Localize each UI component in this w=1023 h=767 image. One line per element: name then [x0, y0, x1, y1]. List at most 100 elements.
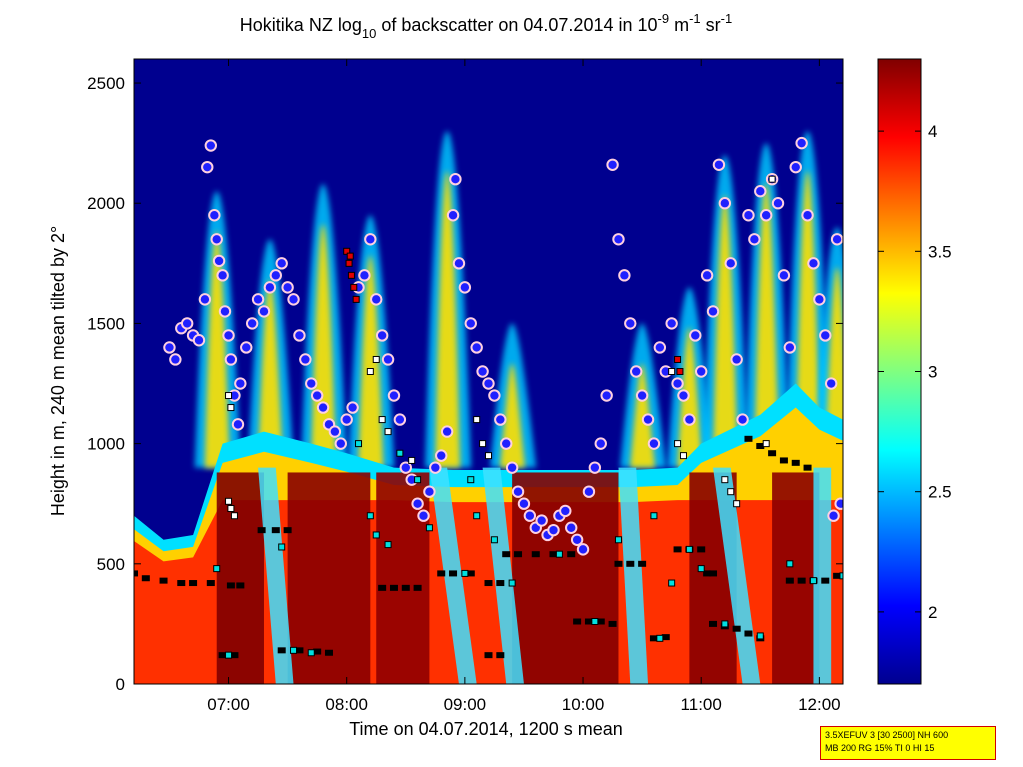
cyan-marker [372, 531, 380, 539]
cloud-point [287, 293, 300, 306]
cyan-marker [490, 536, 498, 544]
white-marker [721, 476, 729, 484]
cloud-base-marker [791, 459, 800, 466]
cloud-base-marker [236, 582, 245, 589]
cloud-point [435, 449, 448, 462]
white-marker [727, 488, 735, 496]
cloud-base-marker [673, 546, 682, 553]
settings-info-box: 3.5XEFUV 3 [30 2500] NH 600 MB 200 RG 15… [820, 726, 996, 760]
cloud-base-marker [283, 527, 292, 534]
cloud-point [795, 136, 808, 150]
cyan-marker [467, 476, 475, 484]
x-tick-label: 07:00 [207, 695, 250, 714]
cloud-base-marker [277, 647, 286, 654]
cyan-marker [307, 649, 315, 657]
cloud-point [706, 305, 720, 318]
cloud-base-marker [756, 443, 765, 450]
red-marker [676, 368, 684, 375]
cloud-point [834, 497, 843, 510]
cloud-base-marker [626, 560, 635, 567]
cloud-point [505, 461, 519, 474]
cloud-point [777, 269, 791, 282]
cloud-point [695, 365, 708, 378]
cloud-base-marker [437, 570, 446, 577]
cloud-point [334, 437, 347, 450]
cyan-marker [278, 543, 286, 551]
red-marker [346, 252, 354, 260]
cloud-point [370, 293, 383, 306]
cloud-point [299, 353, 312, 366]
cloud-point [830, 233, 843, 246]
cyan-marker [355, 440, 363, 448]
cloud-base-marker [514, 551, 523, 558]
cloud-base-marker [785, 577, 794, 584]
cloud-point [535, 514, 548, 527]
plume-inner [677, 327, 703, 468]
y-tick-label: 500 [97, 555, 125, 574]
cyan-marker [366, 512, 374, 520]
cloud-point [399, 461, 412, 474]
cloud-point [588, 461, 602, 474]
cloud-base-marker [484, 580, 493, 587]
red-marker [350, 283, 358, 291]
cloud-point [393, 413, 407, 426]
cloud-base-marker [218, 652, 227, 659]
cloud-point [754, 185, 767, 198]
colorbar-tick-label: 2.5 [928, 483, 952, 502]
cloud-point [570, 533, 584, 546]
cloud-point [192, 334, 206, 347]
cyan-marker [461, 569, 469, 577]
cloud-point [198, 293, 212, 306]
cloud-point [683, 413, 696, 426]
cloud-base-marker [189, 580, 198, 587]
cyan-marker [591, 618, 599, 625]
cloud-point [210, 233, 223, 246]
cloud-base-marker [141, 575, 150, 582]
colorbar-tick-label: 3.5 [928, 242, 952, 261]
cyan-marker [839, 572, 843, 580]
cloud-point [340, 413, 353, 426]
cloud-base-marker [744, 630, 753, 637]
cloud-point [245, 317, 259, 330]
cloud-base-marker [649, 635, 658, 642]
cyan-marker [425, 524, 433, 532]
cloud-point [464, 317, 477, 330]
cloud-base-marker [614, 560, 623, 567]
red-marker [343, 247, 351, 255]
cloud-point [375, 329, 389, 342]
cloud-point [204, 139, 218, 152]
cloud-base-marker [413, 584, 422, 591]
white-marker [733, 500, 741, 508]
cloud-point [476, 365, 489, 378]
cloud-point [358, 269, 371, 282]
cloud-base-marker [496, 652, 505, 659]
cloud-base-marker [401, 584, 410, 591]
cloud-point [458, 281, 472, 294]
cloud-point [310, 389, 324, 402]
x-axis: 07:00 08:00 09:00 10:00 11:00 12:00 [207, 59, 841, 714]
cloud-point [624, 317, 637, 330]
white-marker [473, 416, 481, 424]
y-tick-label: 2000 [87, 194, 125, 213]
white-marker [679, 452, 687, 460]
cloud-base-marker [324, 649, 333, 656]
cyan-marker [290, 646, 298, 654]
red-marker [674, 355, 682, 363]
cloud-point [218, 305, 232, 318]
heatmap-plot [134, 59, 843, 684]
colorbar-tick-label: 2 [928, 603, 937, 622]
cloud-point [500, 437, 513, 450]
y-tick-label: 1500 [87, 314, 125, 333]
cloud-base-marker [803, 464, 812, 471]
cloud-base-marker [257, 527, 266, 534]
x-tick-label: 09:00 [444, 695, 487, 714]
cloud-base-marker [779, 457, 788, 464]
cyan-marker [656, 634, 664, 642]
white-marker [768, 175, 776, 183]
cloud-point [653, 341, 667, 354]
cloud-point [724, 257, 737, 270]
cloud-point [576, 543, 590, 556]
cloud-base-marker [768, 450, 777, 457]
cyan-marker [614, 536, 622, 544]
